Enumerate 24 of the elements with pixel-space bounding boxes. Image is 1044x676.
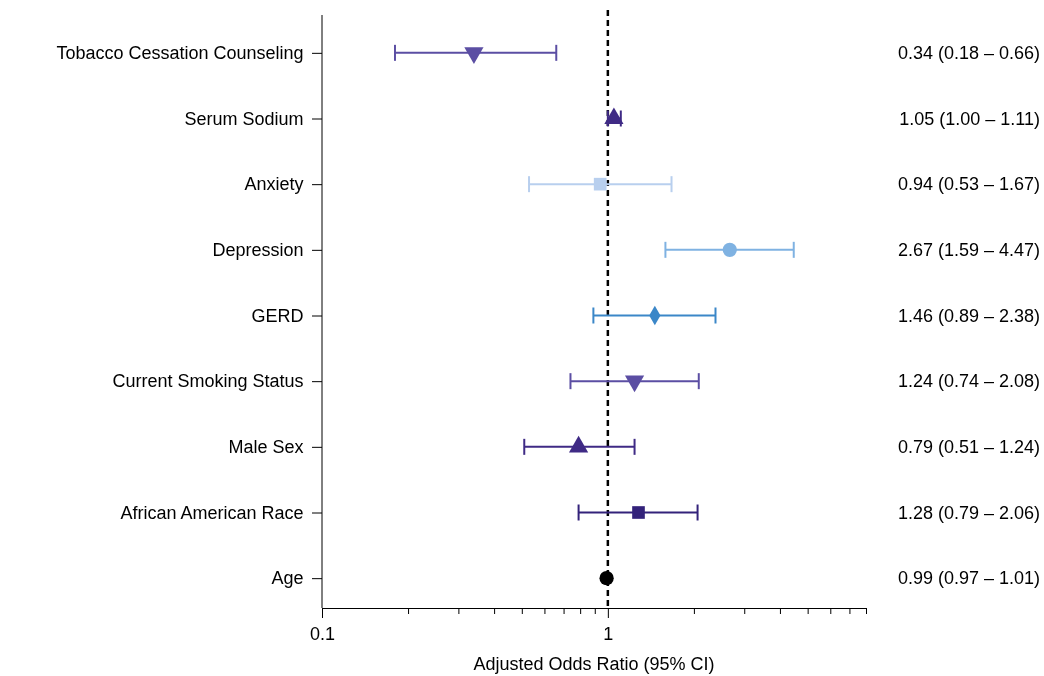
text: 2.67 (1.59 – 4.47) [897,240,1040,261]
x-axis-title: Adjusted Odds Ratio (95% CI) [473,654,715,674]
y-tick-label: African American Race [120,502,304,523]
text: 0.34 (0.18 – 0.66) [897,43,1040,64]
x-tick-label: 1 [603,624,614,645]
point [593,177,607,191]
text: 1.24 (0.74 – 2.08) [897,371,1040,392]
text: 0.99 (0.97 – 1.01) [897,568,1040,589]
y-tick-label: Serum Sodium [184,108,304,129]
x-tick-label: 0.1 [309,624,336,645]
y-tick-label: Current Smoking Status [112,371,304,392]
y-tick-label: Depression [212,240,304,261]
y-tick-label: Age [271,568,304,589]
y-tick-label: Anxiety [244,174,304,195]
text: 1.46 (0.89 – 2.38) [897,305,1040,326]
y-tick-label: Male Sex [228,437,304,458]
point [599,571,614,586]
text: 0.94 (0.53 – 1.67) [897,174,1040,195]
y-tick-label: Tobacco Cessation Counseling [56,43,304,64]
text: 1.28 (0.79 – 2.06) [897,502,1040,523]
text: 0.79 (0.51 – 1.24) [897,437,1040,458]
point [632,506,645,519]
y-tick-label: GERD [251,305,304,326]
text: 1.05 (1.00 – 1.11) [899,108,1040,129]
